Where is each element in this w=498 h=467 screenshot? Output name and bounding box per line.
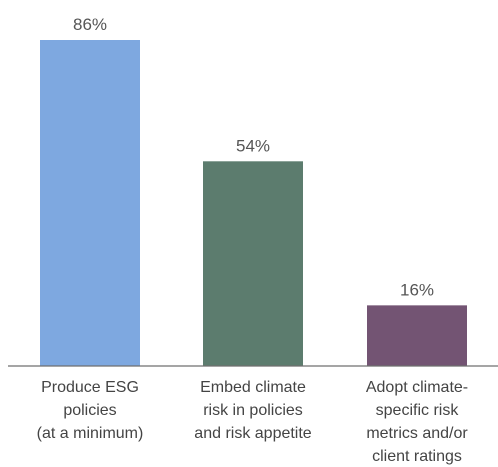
data-label-1: 86% xyxy=(73,15,107,34)
bar-2 xyxy=(203,161,303,366)
category-label-3-line-2: specific risk xyxy=(376,402,460,419)
bars-group xyxy=(40,40,467,366)
bar-1 xyxy=(40,40,140,366)
bar-3 xyxy=(367,305,467,366)
category-label-1-line-3: (at a minimum) xyxy=(37,425,144,442)
category-label-2-line-2: risk in policies xyxy=(203,402,303,419)
category-label-1-line-2: policies xyxy=(63,402,116,419)
category-label-3-line-1: Adopt climate- xyxy=(366,379,468,396)
data-label-2: 54% xyxy=(236,136,270,155)
data-label-3: 16% xyxy=(400,280,434,299)
value-labels-group: 86% 54% 16% xyxy=(73,15,434,299)
category-label-3-line-4: client ratings xyxy=(372,448,462,465)
category-label-2-line-3: and risk appetite xyxy=(194,425,312,442)
category-label-1-line-1: Produce ESG xyxy=(41,379,139,396)
category-label-3-line-3: metrics and/or xyxy=(366,425,468,442)
category-label-2-line-1: Embed climate xyxy=(200,379,306,396)
category-labels-group: Produce ESG policies (at a minimum) Embed c… xyxy=(37,379,469,465)
